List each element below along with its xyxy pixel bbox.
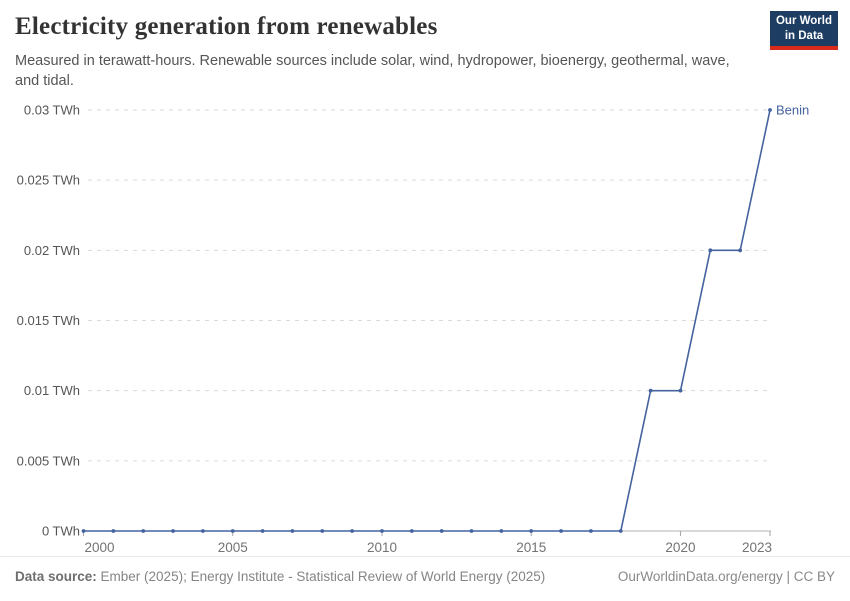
data-point-marker [230, 529, 235, 533]
data-point-marker [81, 529, 86, 533]
owid-logo[interactable]: Our World in Data [770, 11, 838, 50]
data-point-marker [589, 529, 593, 533]
page-title: Electricity generation from renewables [15, 13, 438, 40]
data-point-marker [171, 529, 175, 533]
data-point-marker [469, 529, 474, 533]
y-axis-tick-label: 0.005 TWh [17, 453, 80, 468]
data-source-label: Data source: [15, 569, 97, 584]
chart-subtitle: Measured in terawatt-hours. Renewable so… [15, 53, 730, 90]
x-axis-tick-label: 2020 [665, 540, 695, 555]
data-point-marker [350, 529, 355, 533]
x-axis-tick-label: 2010 [367, 540, 397, 555]
y-axis-tick-label: 0.025 TWh [17, 173, 80, 188]
y-axis-tick-label: 0.02 TWh [24, 243, 80, 258]
chart-footer: Data source: Ember (2025); Energy Instit… [0, 556, 850, 601]
data-point-marker [559, 529, 563, 533]
line-chart-canvas[interactable]: 0 TWh 0.005 TWh 0.01 TWh 0.015 TWh 0.02 TWh 0… [0, 95, 850, 556]
x-axis-tick-label: 2015 [516, 540, 546, 555]
data-point-marker [111, 529, 116, 533]
data-source-text: Ember (2025); Energy Institute - Statist… [96, 569, 546, 584]
data-line-benin [82, 109, 771, 532]
data-point-marker [648, 388, 653, 393]
data-point-marker [320, 529, 325, 533]
data-point-marker [738, 248, 743, 253]
y-axis-tick-label: 0 TWh [42, 524, 80, 539]
data-point-marker [439, 529, 444, 533]
y-axis-tick-label: 0.03 TWh [24, 103, 80, 118]
x-axis-tick-label: 2000 [85, 540, 115, 555]
owid-logo-line2: in Data [784, 29, 824, 42]
data-point-marker [768, 108, 772, 112]
owid-url-license-link[interactable]: OurWorldinData.org/energy | CC BY [617, 569, 835, 584]
y-axis-tick-label: 0.01 TWh [24, 383, 80, 398]
x-axis-tick-label: 2005 [218, 540, 248, 555]
data-source-note: Data source: Ember (2025); Energy Instit… [15, 569, 545, 584]
owid-logo-line1: Our World [775, 14, 832, 27]
x-axis-tick-label: 2023 [742, 540, 772, 555]
data-point-marker [409, 529, 414, 533]
data-point-marker [529, 529, 534, 533]
data-point-marker [290, 529, 295, 533]
data-point-marker [499, 529, 504, 533]
data-point-marker [618, 529, 623, 533]
data-point-marker [200, 529, 205, 533]
data-point-marker [380, 529, 384, 533]
data-point-marker [708, 248, 713, 253]
y-axis-tick-label: 0.015 TWh [17, 313, 80, 328]
data-point-marker [141, 529, 146, 533]
data-point-marker [260, 529, 265, 533]
data-point-marker [678, 388, 683, 393]
series-label-benin[interactable]: Benin [776, 103, 809, 118]
